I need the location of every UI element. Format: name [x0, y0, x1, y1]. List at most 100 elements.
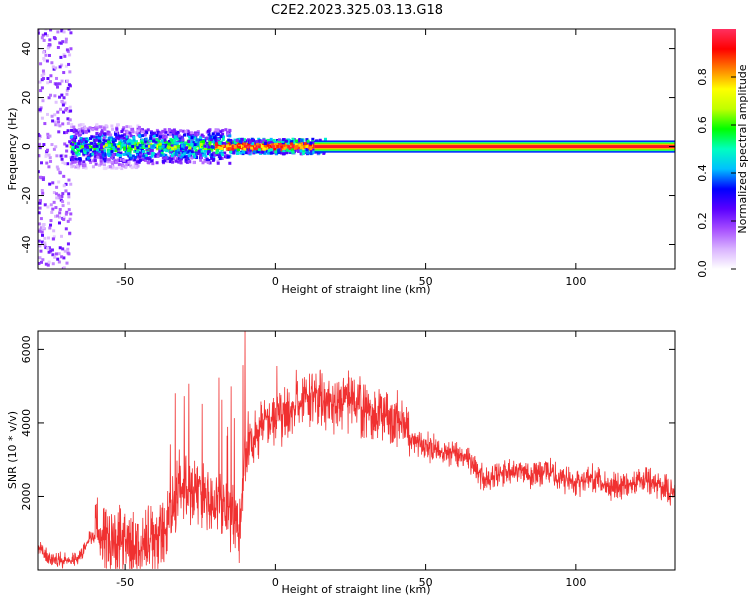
spectrogram-cell [192, 141, 196, 145]
spectrogram-cell [43, 58, 47, 62]
spectrogram-cell [41, 191, 45, 195]
spectrogram-cell [184, 146, 188, 150]
spectrogram-cell [206, 150, 210, 154]
spectrogram-cell [281, 143, 285, 147]
spectrogram-cell [79, 138, 83, 142]
snr-series-line [38, 331, 675, 569]
spectrogram-cell [318, 138, 322, 142]
spectrogram-cell [238, 137, 242, 141]
spectrogram-cell [56, 110, 60, 114]
spectrogram-cell [110, 147, 114, 151]
spectrogram-cell [117, 145, 121, 149]
spectrogram-cell [221, 128, 225, 132]
spectrogram-cell [50, 248, 54, 252]
spectrogram-cell [276, 151, 280, 155]
spectrogram-cell [277, 138, 281, 142]
spectrogram-cell [58, 211, 62, 215]
spectrogram-cell [56, 167, 60, 171]
spectrogram-cell [218, 157, 222, 161]
spectrogram-cell [67, 192, 71, 196]
spectrogram-cell [92, 144, 96, 148]
spectrogram-cell [182, 152, 186, 156]
spectrogram-cell [69, 141, 73, 145]
spectrogram-cell [68, 217, 72, 221]
spectrogram-cell [151, 151, 155, 155]
spectrogram-cell [290, 148, 294, 152]
spectrogram-cell [55, 196, 59, 200]
spectrogram-cell [58, 196, 62, 200]
spectrogram-cell [64, 212, 68, 216]
spectrogram-cell [86, 127, 90, 131]
spectrogram-cell [182, 133, 186, 137]
spectrogram-cell [41, 178, 45, 182]
spectrogram-cell [144, 153, 148, 157]
spectrogram-cell [154, 153, 158, 157]
spectrogram-cell [72, 149, 76, 153]
spectrogram-cell [69, 109, 73, 113]
spectrogram-cell [106, 130, 110, 134]
spectrogram-cell [58, 170, 62, 174]
spectrogram-cell [277, 149, 281, 153]
spectrogram-cell [160, 151, 164, 155]
spectrogram-cell [271, 145, 275, 149]
spectrogram-cell [306, 151, 310, 155]
spectrogram-cell [101, 145, 105, 149]
spectrogram-cell [262, 151, 266, 155]
spectrogram-cell [131, 154, 135, 158]
colorbar-tick-label: 0.6 [696, 116, 709, 134]
spectrogram-cell [43, 241, 47, 245]
spectrogram-cell [49, 93, 53, 97]
spectrogram-cell [54, 123, 58, 127]
spectrogram-cell [302, 150, 306, 154]
spectrogram-cell [60, 79, 64, 83]
spectrogram-cell [38, 108, 42, 112]
spectrogram-cell [211, 138, 215, 142]
spectrogram-cell [118, 165, 122, 169]
spectrogram-cell [111, 127, 115, 131]
spectrogram-cell [172, 141, 176, 145]
spectrogram-cell [203, 144, 207, 148]
spectrogram-cell [179, 148, 183, 152]
spectrogram-cell [128, 153, 132, 157]
spectrogram-cell [220, 141, 224, 145]
spectrogram-cell [216, 132, 220, 136]
spectrogram-cell [68, 118, 72, 122]
spectrogram-cell [84, 126, 88, 130]
spectrogram-cell [254, 141, 258, 145]
spectrogram-x-tick-label: -50 [116, 275, 134, 288]
spectrogram-cell [54, 252, 58, 256]
spectrogram-cell [38, 175, 42, 179]
snr-axes: -50 0 50 100 2000 4000 6000 [20, 331, 675, 589]
spectrogram-cell [45, 161, 49, 165]
spectrogram-cell [47, 260, 51, 264]
spectrogram-cell [213, 153, 217, 157]
spectrogram-cell [215, 153, 219, 157]
spectrogram-cell [100, 150, 104, 154]
spectrogram-cell [56, 257, 60, 261]
spectrogram-cell [322, 151, 326, 155]
spectrogram-cell [231, 142, 235, 146]
spectrogram-cell [49, 29, 53, 32]
spectrogram-cell [206, 129, 210, 133]
spectrogram-cell [75, 160, 79, 164]
spectrogram-cell [112, 147, 116, 151]
spectrogram-cell [279, 151, 283, 155]
spectrogram-cell [161, 141, 165, 145]
spectrogram-cell [122, 152, 126, 156]
spectrogram-cell [231, 145, 235, 149]
spectrogram-cell [207, 132, 211, 136]
spectrogram-cell [263, 145, 267, 149]
spectrogram-cell [77, 152, 81, 156]
spectrogram-cell [38, 146, 42, 150]
spectrogram-cell [172, 131, 176, 135]
spectrogram-cell [226, 155, 230, 159]
spectrogram-cell [120, 167, 124, 171]
spectrogram-cell [61, 103, 65, 107]
spectrogram-cell [69, 182, 73, 186]
spectrogram-cell [86, 156, 90, 160]
spectrogram-cell [215, 151, 219, 155]
spectrogram-cell [57, 193, 61, 197]
spectrogram-cell [70, 150, 74, 154]
spectrogram-cell [222, 142, 226, 146]
